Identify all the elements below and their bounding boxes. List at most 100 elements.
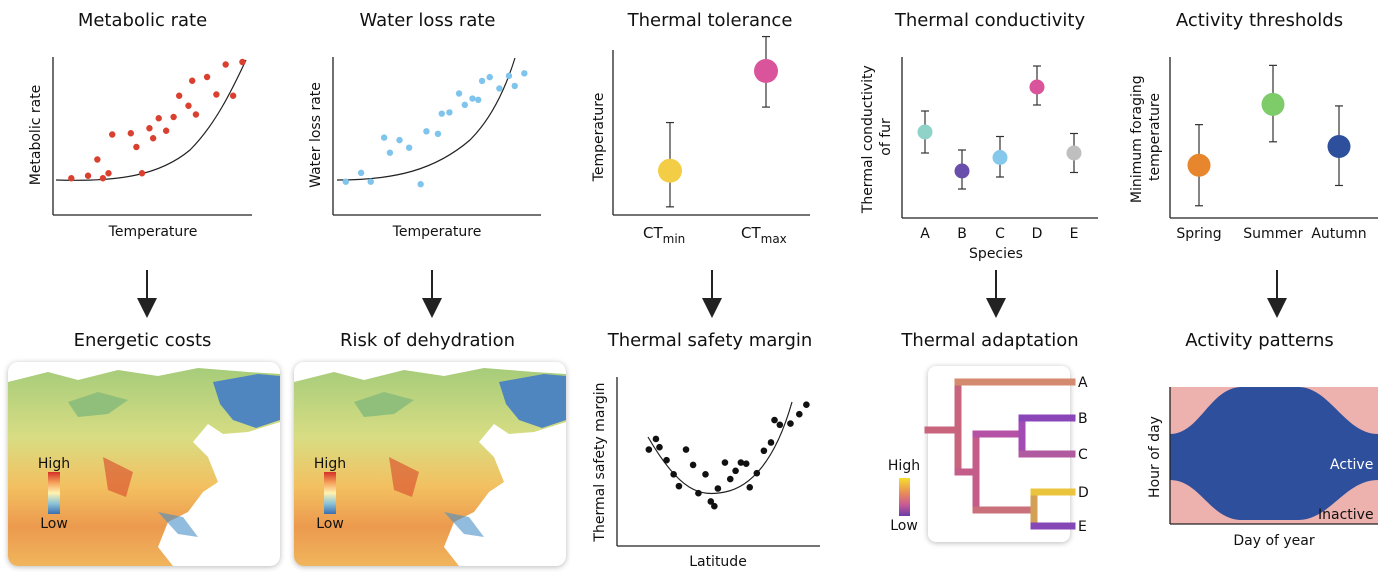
category-label: Spring bbox=[1176, 226, 1221, 242]
data-point bbox=[1261, 92, 1285, 116]
water-title: Water loss rate bbox=[359, 10, 496, 31]
data-point bbox=[787, 420, 794, 427]
data-point bbox=[396, 136, 403, 144]
ctmin-sub: min bbox=[663, 232, 686, 246]
data-point bbox=[84, 172, 92, 179]
data-point bbox=[1327, 134, 1351, 158]
energetic-legend-low: Low bbox=[40, 516, 68, 532]
data-point bbox=[1066, 145, 1082, 161]
category-label: B bbox=[957, 226, 967, 242]
conductivity-title: Thermal conductivity bbox=[894, 10, 1086, 31]
hot-region bbox=[103, 457, 133, 497]
tip-b: B bbox=[1078, 411, 1088, 427]
data-point bbox=[1029, 79, 1045, 95]
data-point bbox=[505, 72, 513, 80]
activity-ylabel: Hour of day bbox=[1147, 416, 1163, 498]
conductivity-ylabel: Thermal conductivity of fur bbox=[860, 61, 894, 214]
tolerance-title: Thermal tolerance bbox=[627, 10, 793, 31]
metabolic-title: Metabolic rate bbox=[77, 10, 208, 31]
data-point bbox=[222, 61, 229, 68]
data-point bbox=[670, 471, 677, 478]
ctmax-label: CTmax bbox=[741, 224, 787, 246]
data-point bbox=[99, 175, 107, 182]
safety-chart: Thermal safety margin Latitude bbox=[592, 377, 820, 570]
ctmax-sub: max bbox=[761, 232, 787, 246]
data-point bbox=[663, 456, 670, 464]
data-point bbox=[105, 170, 112, 177]
data-point bbox=[162, 127, 170, 134]
dehydration-legend-high: High bbox=[314, 456, 346, 472]
active-label: Active bbox=[1330, 457, 1373, 473]
data-point bbox=[675, 482, 683, 490]
tree-legend-bar bbox=[899, 478, 910, 516]
column-tolerance: Thermal tolerance Temperature CT min CTma… bbox=[570, 0, 850, 572]
data-point bbox=[461, 101, 468, 109]
data-point bbox=[149, 135, 157, 142]
dehydration-map-card: High Low bbox=[294, 362, 566, 566]
safety-trend-line bbox=[647, 401, 793, 495]
north-region bbox=[354, 392, 414, 417]
conductivity-points: A B C D E bbox=[917, 65, 1082, 242]
tolerance-ylabel: Temperature bbox=[591, 93, 607, 183]
data-point bbox=[229, 92, 237, 99]
adaptation-title: Thermal adaptation bbox=[901, 330, 1079, 351]
water-points bbox=[342, 70, 528, 188]
data-point bbox=[1187, 153, 1211, 177]
land-mass bbox=[294, 368, 566, 566]
safety-title: Thermal safety margin bbox=[607, 330, 813, 351]
metabolic-trend-line bbox=[55, 59, 247, 181]
data-point bbox=[682, 446, 690, 453]
active-area bbox=[1170, 387, 1378, 520]
data-point bbox=[146, 125, 153, 132]
data-point bbox=[342, 178, 349, 185]
tree-legend-high: High bbox=[888, 458, 920, 474]
data-point bbox=[380, 134, 388, 141]
land-mass bbox=[8, 368, 280, 566]
water-chart: Water loss rate Temperature bbox=[308, 57, 541, 240]
thresholds-ylabel: Minimum foraging temperature bbox=[1129, 71, 1163, 203]
data-point bbox=[760, 447, 768, 455]
data-point bbox=[155, 115, 162, 122]
tree-legend-low: Low bbox=[890, 518, 918, 534]
tip-e: E bbox=[1078, 519, 1087, 535]
data-point bbox=[239, 58, 246, 66]
energetic-legend-high: High bbox=[38, 456, 70, 472]
data-point bbox=[203, 73, 211, 81]
category-label: D bbox=[1032, 226, 1043, 242]
data-point bbox=[386, 149, 394, 156]
data-point bbox=[405, 144, 413, 151]
data-point bbox=[475, 96, 482, 104]
data-point bbox=[742, 460, 750, 468]
gulf-water bbox=[444, 512, 484, 537]
data-point bbox=[94, 156, 101, 163]
data-point bbox=[658, 158, 682, 183]
conductivity-xlabel: Species bbox=[969, 246, 1023, 262]
water-ylabel: Water loss rate bbox=[308, 82, 324, 188]
tip-a: A bbox=[1078, 375, 1088, 391]
data-point bbox=[753, 469, 761, 477]
energetic-map-card: High Low bbox=[8, 362, 280, 566]
metabolic-ylabel: Metabolic rate bbox=[28, 85, 44, 186]
data-point bbox=[192, 111, 200, 118]
category-label: C bbox=[995, 226, 1005, 242]
data-point bbox=[138, 170, 146, 177]
north-region bbox=[68, 392, 128, 417]
dehydration-map: High Low bbox=[294, 368, 566, 566]
data-point bbox=[521, 70, 528, 77]
ctmax-main: CT bbox=[741, 224, 761, 242]
dehydration-legend-low: Low bbox=[316, 516, 344, 532]
thresholds-points: Spring Summer Autumn bbox=[1176, 64, 1367, 242]
data-point bbox=[423, 128, 430, 135]
inactive-label: Inactive bbox=[1318, 507, 1374, 523]
conductivity-ylabel-line1: Thermal conductivity bbox=[860, 65, 876, 214]
data-point bbox=[726, 475, 734, 483]
column-water: Water loss rate Water loss rate Temperat… bbox=[285, 0, 570, 572]
activity-chart: Active Inactive Hour of day Day of year bbox=[1147, 387, 1378, 549]
data-point bbox=[511, 82, 518, 90]
data-point bbox=[711, 502, 718, 510]
conductivity-chart: Thermal conductivity of fur A B C D E Specie… bbox=[860, 57, 1098, 262]
data-point bbox=[803, 401, 810, 409]
water-trend-line bbox=[336, 57, 516, 181]
safety-xlabel: Latitude bbox=[689, 554, 747, 570]
dehydration-legend-bar bbox=[324, 472, 336, 514]
